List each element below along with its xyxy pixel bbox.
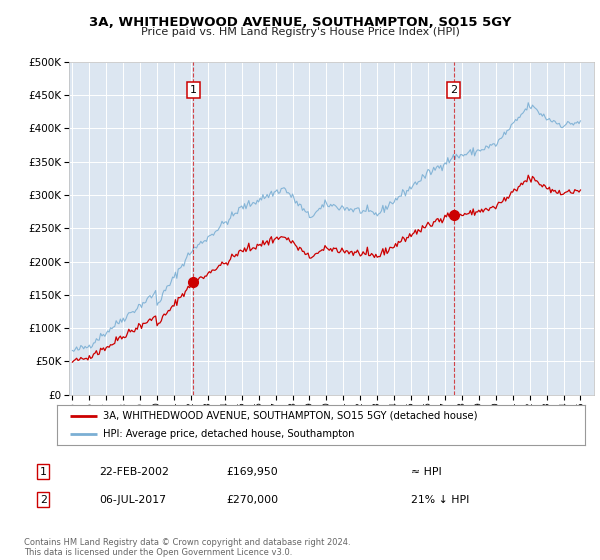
Text: Contains HM Land Registry data © Crown copyright and database right 2024.
This d: Contains HM Land Registry data © Crown c… [24,538,350,557]
Text: ≈ HPI: ≈ HPI [411,466,442,477]
Text: HPI: Average price, detached house, Southampton: HPI: Average price, detached house, Sout… [103,430,355,439]
Text: 21% ↓ HPI: 21% ↓ HPI [411,494,469,505]
Text: 1: 1 [190,85,197,95]
Text: 3A, WHITHEDWOOD AVENUE, SOUTHAMPTON, SO15 5GY: 3A, WHITHEDWOOD AVENUE, SOUTHAMPTON, SO1… [89,16,511,29]
Text: 06-JUL-2017: 06-JUL-2017 [99,494,166,505]
Text: 2: 2 [450,85,457,95]
Text: 2: 2 [40,494,47,505]
Text: 22-FEB-2002: 22-FEB-2002 [99,466,169,477]
Text: 3A, WHITHEDWOOD AVENUE, SOUTHAMPTON, SO15 5GY (detached house): 3A, WHITHEDWOOD AVENUE, SOUTHAMPTON, SO1… [103,411,478,421]
Text: 1: 1 [40,466,47,477]
Text: Price paid vs. HM Land Registry's House Price Index (HPI): Price paid vs. HM Land Registry's House … [140,27,460,37]
Text: £270,000: £270,000 [226,494,278,505]
Text: £169,950: £169,950 [226,466,278,477]
